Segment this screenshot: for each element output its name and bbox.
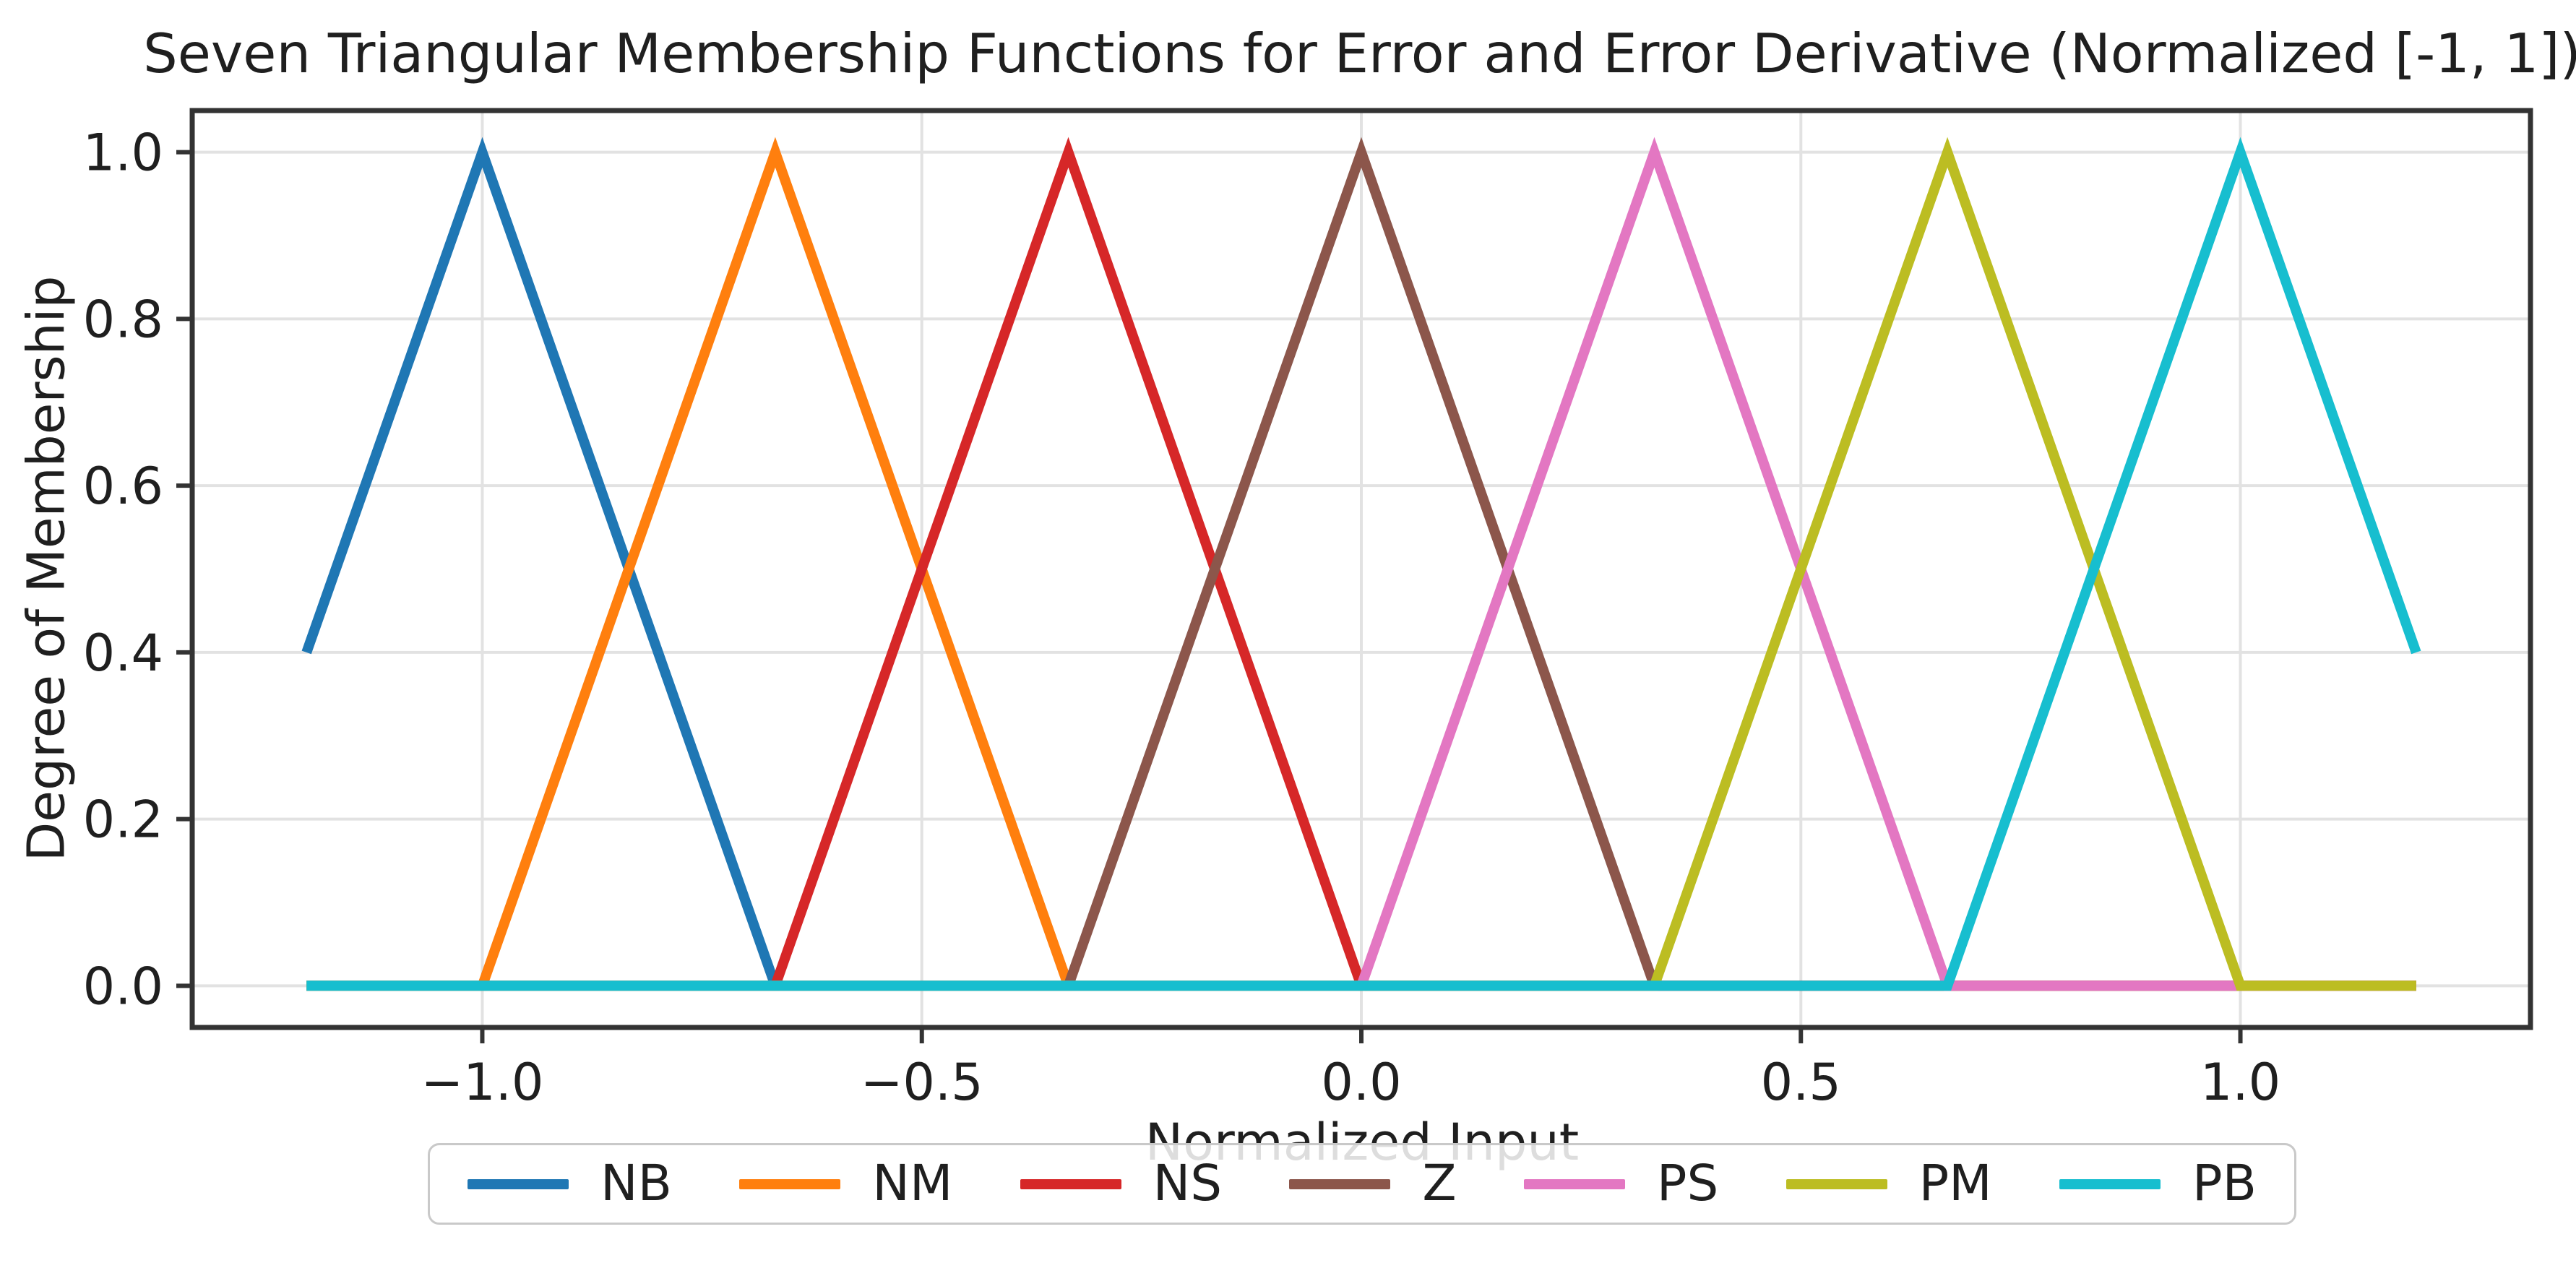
legend-label-NS: NS: [1153, 1155, 1223, 1212]
legend-label-NB: NB: [600, 1155, 672, 1212]
legend-entry-PM: PM: [1785, 1155, 1992, 1212]
legend-swatch-PM: [1785, 1178, 1887, 1189]
legend-entry-NS: NS: [1020, 1159, 1222, 1209]
legend-swatch-NB: [468, 1178, 569, 1189]
y-tick-label: 0.8: [83, 290, 163, 349]
legend-entry-NB: NB: [468, 1159, 672, 1209]
legend-swatch-NS: [1020, 1178, 1121, 1189]
legend-label-PS: PS: [1656, 1155, 1719, 1212]
legend-entry-PS: PS: [1523, 1155, 1719, 1212]
legend-entry-PB: PB: [2059, 1159, 2257, 1209]
legend-label-Z: Z: [1422, 1155, 1457, 1212]
legend-swatch-NM: [739, 1178, 841, 1189]
x-tick-label: 1.0: [2200, 1053, 2280, 1112]
legend-swatch-PB: [2059, 1178, 2161, 1189]
series-line-PB: [306, 137, 2421, 991]
chart-title: Seven Triangular Membership Functions fo…: [143, 22, 2576, 85]
y-tick-label: 0.6: [83, 457, 163, 516]
legend-entry-Z: Z: [1289, 1155, 1457, 1212]
legend: NB NM NS Z PS PM PB: [428, 1143, 2296, 1225]
y-tick-label: 0.4: [83, 624, 163, 683]
legend-entry-NM: NM: [739, 1159, 952, 1209]
legend-label-NM: NM: [872, 1155, 953, 1212]
y-tick-label: 0.0: [83, 957, 163, 1016]
x-tick-label: −1.0: [421, 1053, 543, 1112]
x-tick-label: 0.0: [1321, 1053, 1401, 1112]
x-tick-label: 0.5: [1761, 1053, 1841, 1112]
y-tick-label: 0.2: [83, 790, 163, 850]
legend-label-PB: PB: [2192, 1155, 2257, 1212]
y-tick-label: 1.0: [83, 124, 163, 183]
x-tick-label: −0.5: [861, 1053, 983, 1112]
legend-swatch-PS: [1523, 1178, 1625, 1189]
legend-label-PM: PM: [1918, 1155, 1992, 1212]
legend-swatch-Z: [1289, 1178, 1391, 1189]
